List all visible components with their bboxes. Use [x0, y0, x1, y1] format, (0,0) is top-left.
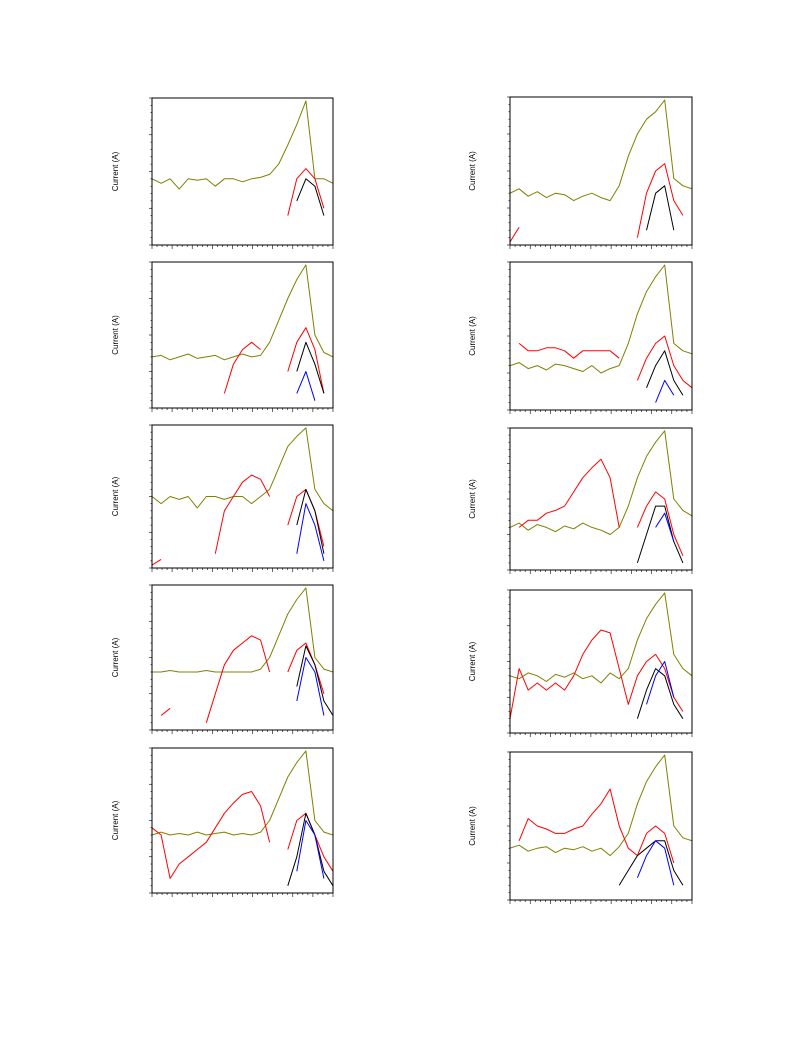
- panel: Current (A): [111, 261, 334, 412]
- y-axis-label: Current (A): [468, 151, 477, 191]
- line-series: [636, 505, 684, 564]
- y-axis-label: Current (A): [111, 637, 120, 677]
- line-series: [296, 657, 325, 716]
- panel: Current (A): [468, 427, 693, 574]
- line-series: [296, 371, 316, 401]
- y-axis-label: Current (A): [468, 479, 477, 519]
- plot-frame: [509, 96, 693, 246]
- plot-area: [152, 587, 333, 723]
- panel: Current (A): [111, 97, 334, 249]
- line-series: [510, 163, 684, 243]
- panel: Current (A): [468, 589, 693, 737]
- y-axis-label: Current (A): [111, 476, 120, 516]
- line-series: [655, 379, 675, 403]
- plot-frame: [151, 97, 334, 246]
- line-series: [518, 458, 684, 556]
- line-series: [646, 661, 675, 705]
- line-series: [510, 754, 692, 857]
- line-series: [287, 812, 333, 887]
- line-series: [646, 185, 675, 231]
- panel: Current (A): [111, 747, 334, 897]
- line-series: [510, 629, 684, 719]
- line-series: [223, 327, 325, 394]
- plot-frame: [151, 261, 334, 409]
- line-series: [510, 592, 692, 684]
- panel: Current (A): [111, 584, 334, 734]
- line-series: [152, 264, 333, 361]
- line-series: [510, 99, 692, 202]
- y-axis-label: Current (A): [111, 315, 120, 355]
- y-axis-label: Current (A): [111, 800, 120, 840]
- line-series: [646, 350, 684, 396]
- y-axis-label: Current (A): [111, 151, 120, 191]
- line-series: [296, 488, 325, 554]
- line-series: [160, 635, 325, 723]
- line-series: [518, 335, 692, 389]
- y-axis-label: Current (A): [468, 806, 477, 846]
- line-series: [510, 430, 692, 535]
- plot-area: [510, 430, 692, 564]
- panel: Current (A): [468, 261, 693, 414]
- plot-area: [510, 264, 692, 403]
- line-series: [510, 264, 692, 374]
- line-series: [296, 503, 325, 562]
- line-series: [152, 750, 333, 836]
- line-series: [618, 840, 684, 886]
- plot-area: [152, 427, 333, 566]
- panel: Current (A): [111, 424, 334, 572]
- line-series: [636, 668, 684, 719]
- line-series: [287, 168, 325, 216]
- line-series: [296, 645, 333, 716]
- line-series: [296, 178, 325, 216]
- plot-area: [152, 100, 333, 216]
- line-series: [152, 427, 333, 512]
- plot-area: [510, 754, 692, 886]
- line-series: [518, 788, 675, 864]
- line-series: [152, 587, 333, 673]
- line-series: [296, 341, 325, 394]
- line-series: [152, 100, 333, 190]
- plot-area: [510, 592, 692, 719]
- plot-area: [152, 264, 333, 401]
- y-axis-label: Current (A): [468, 316, 477, 356]
- line-series: [296, 820, 325, 879]
- y-axis-label: Current (A): [468, 641, 477, 681]
- plot-area: [510, 99, 692, 243]
- plot-area: [152, 750, 333, 887]
- line-series: [636, 840, 675, 886]
- line-series: [655, 512, 675, 542]
- line-series: [152, 791, 333, 879]
- panel: Current (A): [468, 751, 693, 904]
- panel: Current (A): [468, 96, 693, 249]
